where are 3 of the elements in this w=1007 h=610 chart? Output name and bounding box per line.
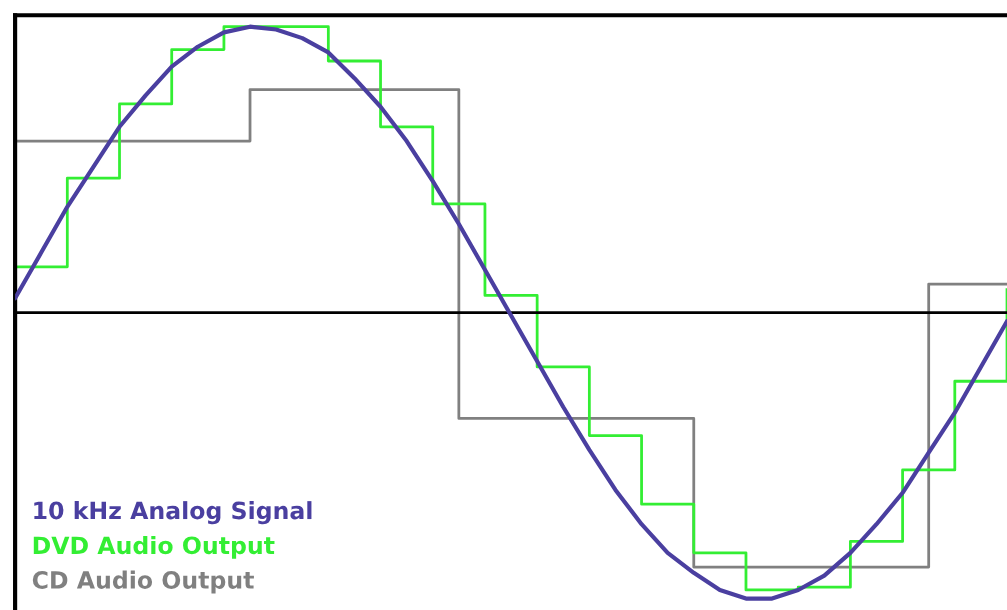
text: DVD Audio Output (33, 535, 275, 559)
text: 10 kHz Analog Signal (34, 501, 312, 525)
text: CD Audio Output (32, 570, 254, 594)
